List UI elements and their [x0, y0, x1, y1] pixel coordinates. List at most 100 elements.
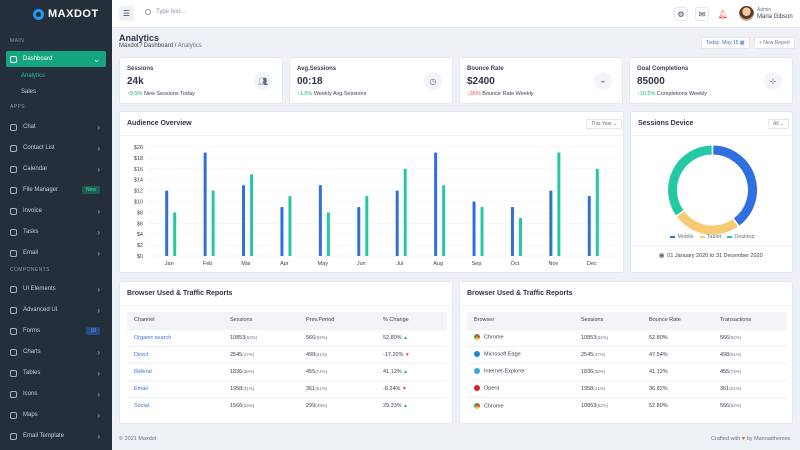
x-tick-label: Dec — [587, 261, 597, 267]
donut-slice-tablet[interactable] — [677, 211, 738, 235]
notifications-button[interactable]: 🔔︎ — [716, 7, 730, 21]
sidebar-item-advanced-ui[interactable]: Advanced UI › — [6, 302, 106, 318]
bar-series-2[interactable] — [480, 206, 484, 256]
column-header[interactable]: Sessions — [574, 312, 642, 329]
breadcrumb-item[interactable]: Dashboard — [143, 43, 174, 49]
sidebar-subitem-sales[interactable]: Sales — [21, 89, 37, 95]
bar-series-1[interactable] — [510, 206, 514, 256]
sidebar-badge: 10 — [86, 327, 100, 335]
column-header[interactable]: Transactions — [713, 312, 787, 329]
sidebar-item-chat[interactable]: Chat › — [6, 119, 106, 135]
search-bar[interactable]: Type text... — [145, 9, 185, 15]
sidebar-item-dashboard[interactable]: Dashboard ⌄ — [6, 51, 106, 67]
sessions-cell: 10853(52%) — [574, 328, 642, 346]
sidebar-item-contact-list[interactable]: Contact List › — [6, 140, 106, 156]
column-header[interactable]: % Change — [376, 312, 447, 329]
column-header[interactable]: Prev.Period — [299, 312, 376, 329]
period-dropdown[interactable]: This Year ⌄ — [586, 119, 623, 129]
bar-series-2[interactable] — [326, 212, 330, 256]
trend-arrow-icon: ↑ — [637, 91, 640, 97]
bar-series-2[interactable] — [173, 212, 177, 256]
sidebar-item-forms[interactable]: Forms 10 — [6, 323, 106, 339]
sidebar-item-icons[interactable]: Icons › — [6, 386, 106, 402]
channel-link[interactable]: Direct — [127, 345, 223, 363]
transactions-cell: 498(81%) — [713, 345, 787, 363]
search-input[interactable]: Type text... — [156, 9, 186, 15]
opera-icon — [474, 385, 480, 392]
chevron-right-icon: › — [97, 228, 100, 237]
sidebar-item-calendar[interactable]: Calendar › — [6, 161, 106, 177]
sessions-value: 10853 — [581, 402, 597, 409]
sidebar-item-maps[interactable]: Maps › — [6, 407, 106, 423]
sessions-cell: 2545(47%) — [574, 345, 642, 363]
bar-series-2[interactable] — [288, 196, 292, 256]
column-header[interactable]: Browser — [467, 312, 574, 329]
bar-series-1[interactable] — [203, 152, 207, 256]
map-icon — [10, 411, 17, 419]
bar-series-1[interactable] — [587, 196, 591, 256]
date-picker-button[interactable]: Today: May 15 ▦ — [701, 37, 750, 49]
sessions-value: 1836 — [581, 368, 594, 375]
footer-credit-b[interactable]: by Mannatthemes — [746, 436, 791, 442]
footer-copyright: © 2021 Maxdot — [119, 436, 157, 442]
sidebar-item-email[interactable]: Email › — [6, 245, 106, 261]
bar-series-1[interactable] — [165, 190, 169, 256]
column-header[interactable]: Bounce Rate — [642, 312, 713, 329]
column-header[interactable]: Sessions — [223, 312, 299, 329]
channel-link[interactable]: Organic search — [127, 328, 223, 346]
sessions-cell: 10853(52%) — [574, 396, 642, 414]
bar-series-1[interactable] — [318, 185, 322, 256]
breadcrumb-item[interactable]: Maxdot — [119, 43, 139, 49]
sessions-value: 10853 — [581, 334, 597, 341]
bar-series-2[interactable] — [518, 217, 522, 256]
sessions-pct: (47%) — [242, 351, 255, 357]
donut-slice-desktop[interactable] — [668, 145, 712, 216]
bounce-rate-cell: 52.80% — [642, 328, 713, 346]
sidebar-item-charts[interactable]: Charts › — [6, 344, 106, 360]
bar-series-2[interactable] — [595, 168, 599, 256]
sessions-value: 1566 — [230, 402, 243, 409]
bar-series-1[interactable] — [549, 190, 553, 256]
bar-series-2[interactable] — [403, 168, 407, 256]
sidebar-item-label: Email — [23, 250, 39, 256]
sessions-pct: (26%) — [242, 402, 255, 408]
bar-series-2[interactable] — [442, 185, 446, 256]
bar-series-2[interactable] — [365, 196, 369, 256]
sidebar-item-file-manager[interactable]: File Manager New — [6, 182, 106, 198]
legend-item: Mobile — [670, 234, 694, 240]
stat-change-label: Completions Weekly — [656, 91, 707, 97]
bar-series-1[interactable] — [434, 152, 438, 256]
new-report-button[interactable]: + New Report — [754, 37, 795, 49]
channel-link[interactable]: Social — [127, 396, 223, 414]
user-name[interactable]: Maria Gibson — [757, 14, 793, 20]
home-icon — [10, 55, 17, 63]
messages-button[interactable]: ✉ — [695, 7, 709, 21]
sessions-cell: 1958(31%) — [574, 379, 642, 397]
bar-series-1[interactable] — [357, 206, 361, 256]
bar-series-2[interactable] — [557, 152, 561, 256]
column-header[interactable]: Channel — [127, 312, 223, 329]
bar-series-2[interactable] — [211, 190, 215, 256]
sidebar-item-ui-elements[interactable]: UI Elements › — [6, 281, 106, 297]
sidebar-subitem-analytics[interactable]: Analytics — [21, 73, 46, 79]
donut-slice-mobile[interactable] — [713, 145, 757, 226]
bar-series-1[interactable] — [242, 185, 246, 256]
sidebar-item-email-template[interactable]: Email Template › — [6, 428, 106, 444]
bar-series-1[interactable] — [472, 201, 476, 257]
edge-icon — [474, 351, 480, 358]
logo[interactable]: MAXDOT — [0, 0, 112, 28]
bell-icon: 🔔︎ — [717, 9, 729, 19]
menu-toggle-button[interactable]: ☰ — [119, 6, 134, 21]
stat-value: 24k — [127, 76, 144, 87]
sidebar-item-invoice[interactable]: Invoice › — [6, 203, 106, 219]
channel-link[interactable]: Email — [127, 379, 223, 397]
sidebar-item-tasks[interactable]: Tasks › — [6, 224, 106, 240]
device-filter-dropdown[interactable]: All ⌄ — [768, 119, 790, 129]
channel-link[interactable]: Referal — [127, 362, 223, 380]
settings-button[interactable]: ⚙ — [674, 7, 688, 21]
bar-series-1[interactable] — [395, 190, 399, 256]
avatar[interactable] — [739, 6, 754, 21]
sidebar-item-tables[interactable]: Tables › — [6, 365, 106, 381]
bar-series-2[interactable] — [250, 174, 254, 256]
bar-series-1[interactable] — [280, 206, 284, 256]
